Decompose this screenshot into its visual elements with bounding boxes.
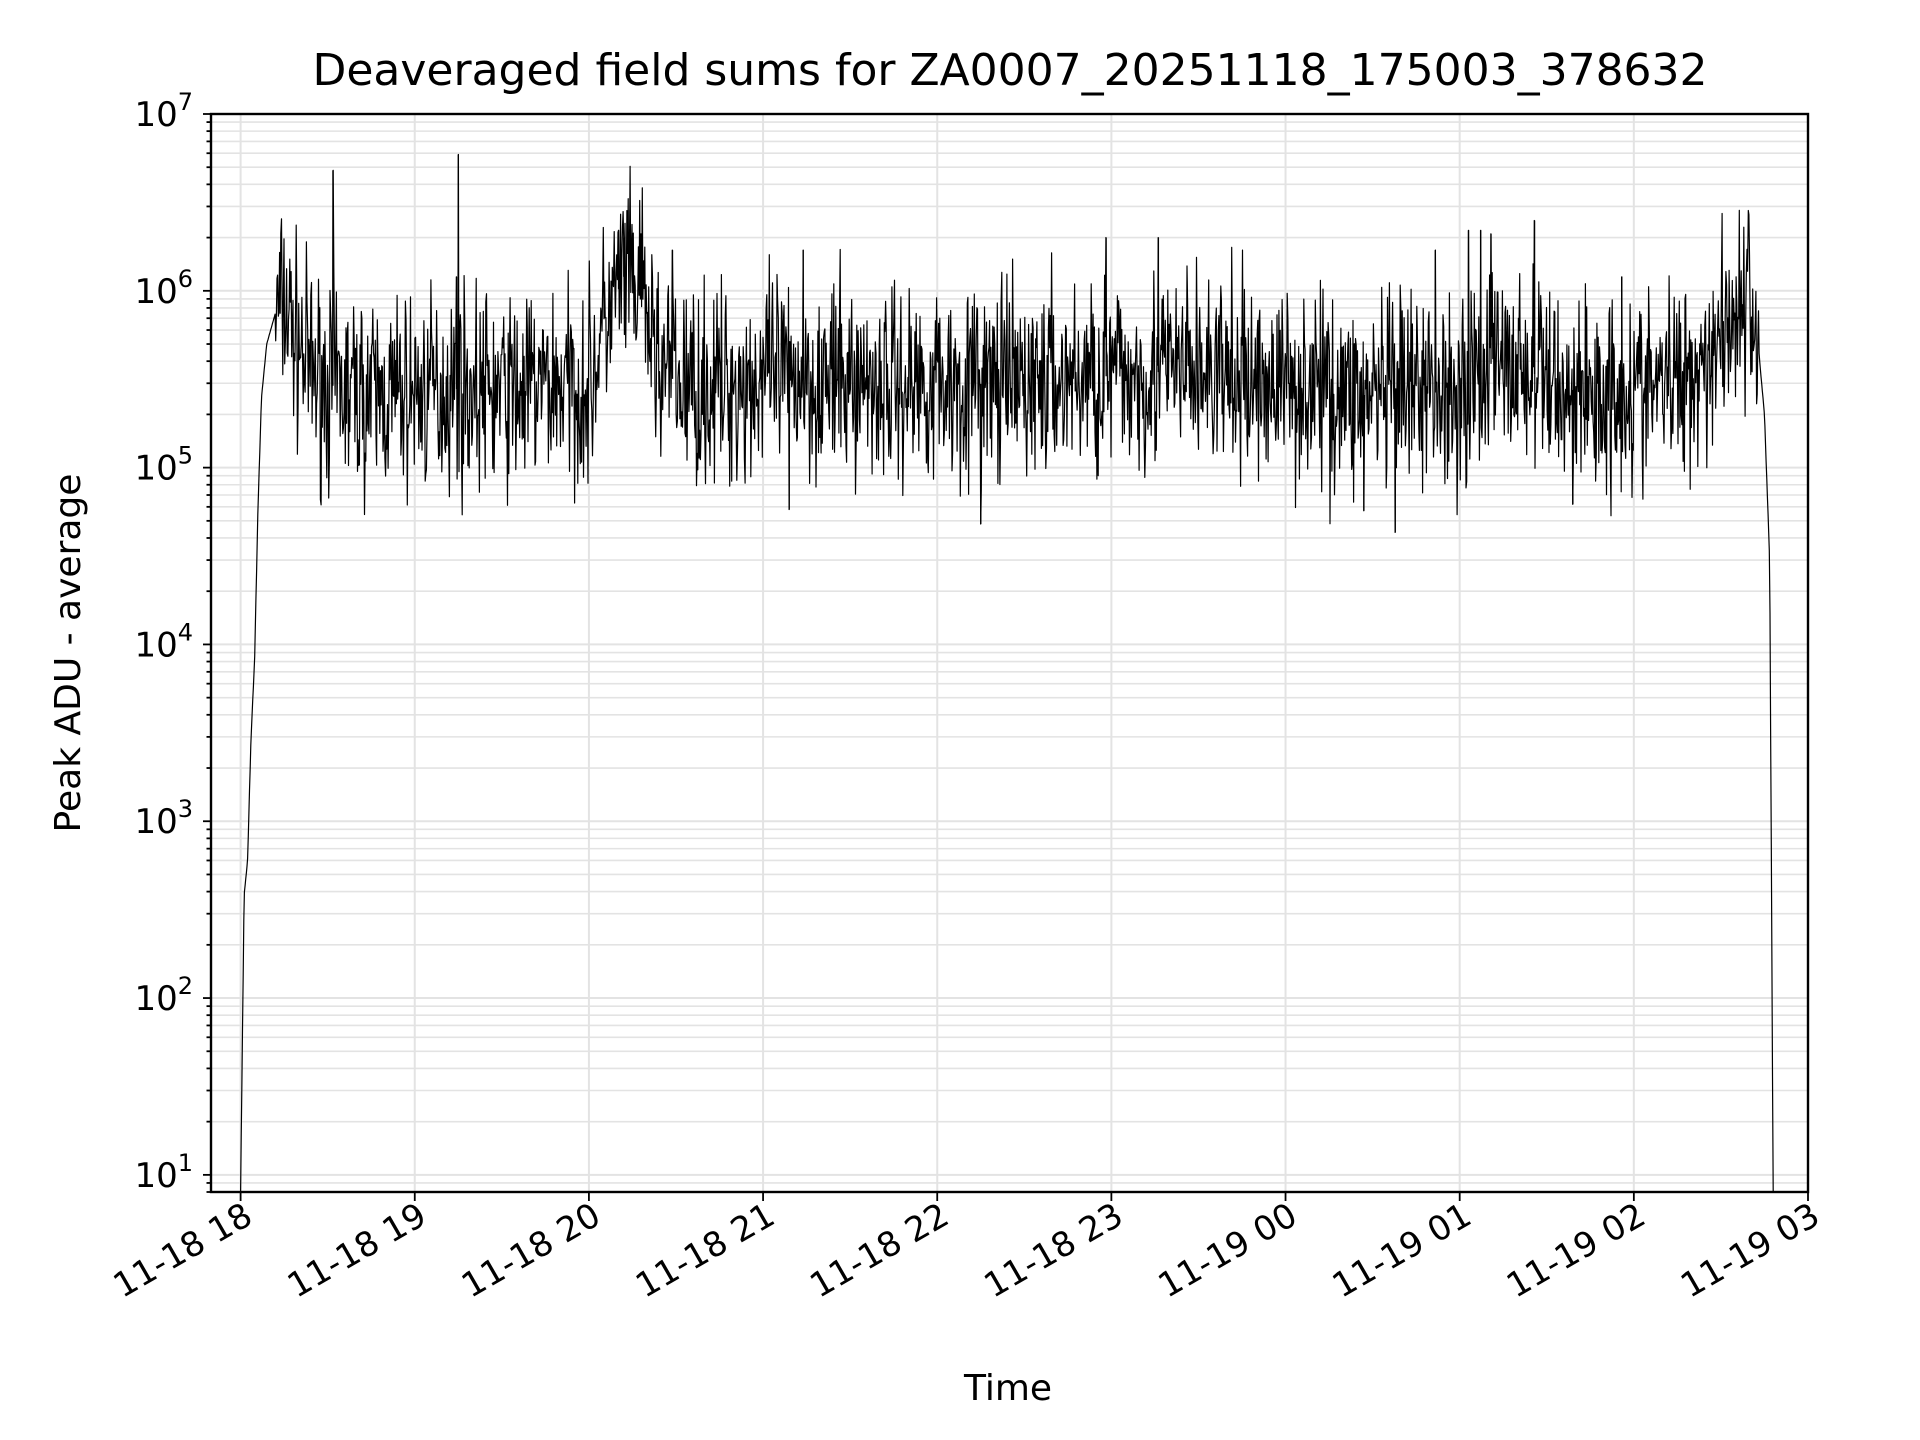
- y-axis: 101 102 103 104 105 106 107: [134, 88, 211, 1196]
- chart-title: Deaveraged field sums for ZA0007_2025111…: [312, 45, 1707, 96]
- grid: [211, 113, 1809, 1193]
- x-axis-label: Time: [963, 1368, 1052, 1409]
- y-tick-label: 105: [134, 442, 193, 489]
- y-tick-label: 102: [134, 972, 193, 1019]
- series-line: [240, 153, 1774, 1193]
- y-axis-label: Peak ADU - average: [48, 474, 89, 833]
- y-tick-label: 107: [134, 88, 193, 135]
- y-tick-label: 103: [134, 795, 193, 842]
- y-tick-label: 104: [134, 618, 193, 665]
- y-tick-label: 106: [134, 265, 193, 312]
- y-tick-label: 101: [134, 1149, 193, 1196]
- plot-area: [240, 153, 1774, 1193]
